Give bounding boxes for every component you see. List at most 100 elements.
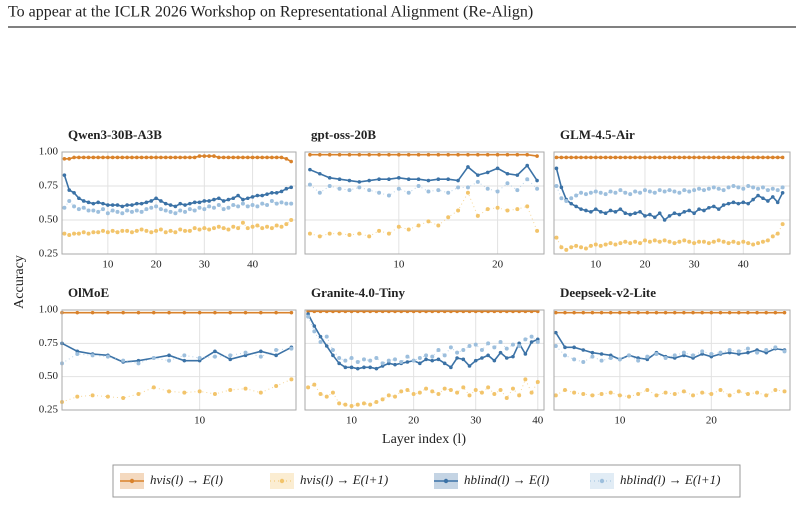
data-point <box>173 230 178 235</box>
series-line <box>555 345 785 363</box>
data-point <box>91 155 96 160</box>
series-line <box>555 389 785 398</box>
data-point <box>504 346 509 351</box>
data-point <box>627 310 631 315</box>
data-point <box>289 218 294 222</box>
data-point <box>764 310 769 315</box>
data-point <box>136 310 141 315</box>
y-tick-label: 0.50 <box>39 214 59 226</box>
data-point <box>529 390 534 395</box>
data-point <box>581 360 586 364</box>
data-point <box>76 207 81 212</box>
data-point <box>75 352 80 356</box>
data-point <box>642 188 647 193</box>
panel-frame <box>61 309 297 411</box>
data-point <box>67 188 72 192</box>
data-point <box>598 210 603 214</box>
data-point <box>554 235 559 240</box>
data-point <box>613 155 618 160</box>
data-point <box>386 393 391 398</box>
data-point <box>741 200 746 205</box>
data-point <box>682 155 687 160</box>
data-point <box>265 224 270 229</box>
data-point <box>677 212 682 217</box>
data-point <box>213 349 217 354</box>
data-point <box>608 390 613 395</box>
data-point <box>535 340 540 344</box>
data-point <box>446 152 451 157</box>
data-point <box>633 155 637 160</box>
data-point <box>721 239 726 244</box>
data-point <box>636 358 641 363</box>
data-point <box>337 356 342 360</box>
data-point <box>418 361 422 366</box>
data-point <box>535 186 540 191</box>
data-point <box>687 189 692 194</box>
data-point <box>134 228 139 233</box>
data-point <box>780 191 785 195</box>
data-point <box>562 388 567 392</box>
data-point <box>343 402 348 407</box>
data-point <box>608 310 613 315</box>
data-point <box>228 357 233 362</box>
data-point <box>766 199 770 203</box>
data-point <box>279 155 284 160</box>
data-point <box>465 185 470 190</box>
data-point <box>593 207 598 211</box>
data-point <box>337 361 341 366</box>
series-line <box>309 191 538 237</box>
data-point <box>495 205 500 210</box>
data-point <box>168 203 173 207</box>
data-point <box>259 310 263 315</box>
legend-dot <box>443 478 449 484</box>
data-point <box>755 390 760 395</box>
data-point <box>770 234 775 239</box>
data-point <box>368 365 372 370</box>
data-point <box>306 385 311 390</box>
data-point <box>702 208 706 213</box>
data-point <box>559 196 564 201</box>
data-point <box>736 389 741 394</box>
data-point <box>270 155 274 160</box>
data-point <box>709 352 714 356</box>
data-point <box>677 239 682 244</box>
data-point <box>523 337 528 342</box>
data-point <box>756 155 760 160</box>
data-point <box>755 350 760 355</box>
data-point <box>255 155 260 160</box>
data-point <box>442 361 447 366</box>
data-point <box>231 196 236 201</box>
data-point <box>386 358 391 363</box>
data-point <box>466 152 470 157</box>
data-point <box>284 186 289 191</box>
data-point <box>572 310 576 315</box>
data-point <box>782 310 787 315</box>
data-point <box>207 154 211 158</box>
series-line <box>309 178 538 197</box>
data-point <box>652 215 657 220</box>
data-point <box>154 204 159 209</box>
x-tick-label: 20 <box>151 259 163 271</box>
data-point <box>574 204 578 209</box>
data-point <box>603 211 608 215</box>
data-point <box>115 209 120 214</box>
data-point <box>476 152 480 157</box>
data-point <box>158 227 163 232</box>
data-point <box>448 388 453 392</box>
data-point <box>682 238 687 243</box>
data-point <box>446 215 451 220</box>
data-point <box>628 155 633 160</box>
data-point <box>129 230 134 235</box>
data-point <box>86 208 91 213</box>
data-point <box>589 155 593 160</box>
data-point <box>139 155 144 160</box>
data-point <box>765 188 770 193</box>
x-axis-label: Layer index (l) <box>382 432 466 447</box>
data-point <box>228 388 233 392</box>
series-line <box>307 313 539 370</box>
data-point <box>192 226 197 231</box>
data-point <box>158 207 163 212</box>
data-point <box>745 392 750 396</box>
data-point <box>168 228 173 233</box>
data-point <box>357 231 362 236</box>
